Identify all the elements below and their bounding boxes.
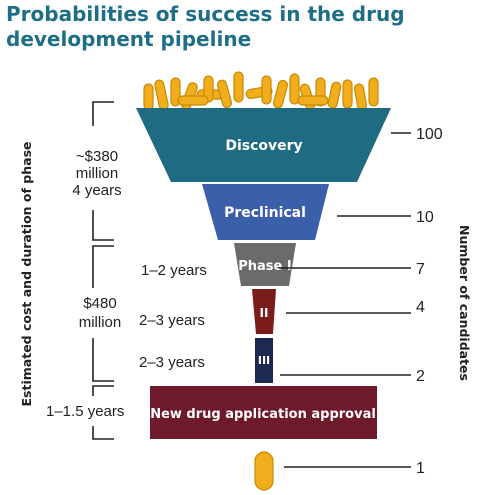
capsule-icon bbox=[177, 95, 209, 106]
phase-2-stage bbox=[252, 289, 276, 334]
discovery-years: 4 years bbox=[72, 182, 121, 199]
count-phase-3: 2 bbox=[416, 368, 425, 385]
capsule-icon bbox=[297, 95, 329, 106]
capsule-icon bbox=[327, 81, 342, 109]
clinical-million: million bbox=[79, 314, 122, 331]
phase-1-years: 1–2 years bbox=[141, 262, 207, 279]
count-phase-2: 4 bbox=[416, 299, 425, 316]
bracket-approval-bottom bbox=[92, 426, 114, 440]
capsule-icon bbox=[272, 79, 289, 109]
approval-label: New drug application approval bbox=[150, 407, 376, 422]
capsule-icon bbox=[154, 79, 169, 111]
clinical-cost: $480 bbox=[83, 295, 116, 312]
title-line-2: development pipeline bbox=[6, 27, 252, 51]
count-phase-1: 7 bbox=[416, 261, 425, 278]
preclinical-stage bbox=[202, 184, 329, 240]
phase-1-label: Phase I bbox=[238, 259, 291, 274]
phase-1-stage bbox=[234, 243, 296, 286]
discovery-million: million bbox=[76, 165, 119, 182]
capsule-icon bbox=[342, 79, 353, 109]
capsule-pile bbox=[143, 71, 379, 111]
preclinical-label: Preclinical bbox=[224, 205, 306, 221]
capsule-icon bbox=[233, 71, 244, 103]
bracket-clinical-bottom bbox=[92, 338, 114, 382]
discovery-cost: ~$380 bbox=[76, 148, 118, 165]
phase-3-stage bbox=[255, 338, 273, 383]
bracket-discovery-bottom bbox=[92, 210, 114, 241]
approval-stage bbox=[150, 386, 377, 439]
approval-years: 1–1.5 years bbox=[46, 403, 124, 420]
capsule-icon bbox=[216, 79, 233, 109]
right-axis-label: Number of candidates bbox=[457, 225, 472, 381]
discovery-stage bbox=[136, 108, 391, 182]
capsule-icon bbox=[254, 451, 274, 491]
capsule-icon bbox=[289, 73, 300, 105]
page-title: Probabilities of success in the drug dev… bbox=[6, 2, 476, 52]
bracket-clinical-top bbox=[92, 245, 114, 288]
phase-2-years: 2–3 years bbox=[139, 312, 205, 329]
bracket-approval-top bbox=[92, 385, 114, 396]
count-discovery: 100 bbox=[416, 126, 443, 143]
phase-3-label: III bbox=[258, 354, 270, 367]
bracket-discovery-top bbox=[92, 101, 114, 126]
count-preclinical: 10 bbox=[416, 209, 434, 226]
left-axis-label: Estimated cost and duration of phase bbox=[19, 142, 34, 407]
capsule-icon bbox=[353, 83, 368, 111]
phase-3-years: 2–3 years bbox=[139, 354, 205, 371]
capsule-icon bbox=[203, 75, 214, 103]
phase-2-label: II bbox=[260, 306, 269, 320]
discovery-label: Discovery bbox=[225, 138, 302, 154]
capsule-icon bbox=[143, 83, 154, 111]
title-line-1: Probabilities of success in the drug bbox=[6, 2, 405, 26]
capsule-icon bbox=[368, 77, 379, 107]
count-final: 1 bbox=[416, 460, 425, 477]
capsule-icon bbox=[261, 75, 272, 105]
